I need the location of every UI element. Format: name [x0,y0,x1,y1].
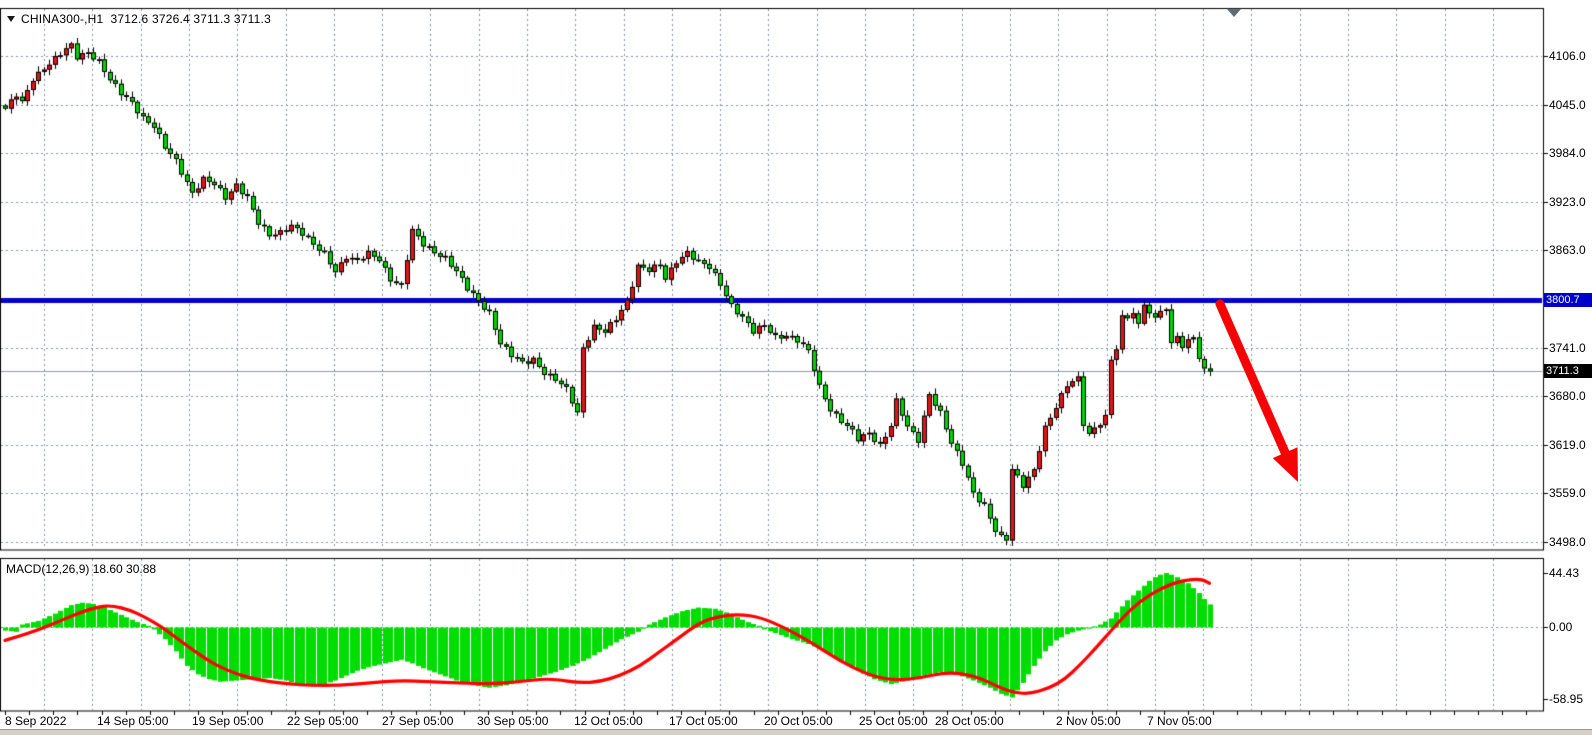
time-axis-label: 19 Sep 05:00 [192,714,264,728]
price-tick-label: 3741.0 [1549,340,1586,355]
macd-tick-label: 0.00 [1549,620,1573,634]
time-axis-label: 20 Oct 05:00 [764,714,833,728]
chart-shift-marker-icon[interactable] [1227,9,1241,17]
window-bottom-edge [0,729,1592,735]
macd-indicator-label: MACD(12,26,9) 18.60 30.88 [6,562,157,576]
price-tick-label: 3680.0 [1549,389,1586,404]
macd-tick-label: -58.95 [1549,691,1584,706]
time-axis-label: 22 Sep 05:00 [287,714,359,728]
symbol-info: CHINA300-,H1 3712.6 3726.4 3711.3 3711.3 [7,12,271,26]
time-axis-label: 28 Oct 05:00 [935,714,1004,728]
price-tick-label: 4106.0 [1549,48,1586,63]
current-price-badge: 3711.3 [1544,364,1592,379]
time-axis-label: 7 Nov 05:00 [1147,714,1212,728]
ohlc-readout: 3712.6 3726.4 3711.3 3711.3 [110,12,271,26]
spacer [103,12,110,26]
symbol-period-label: CHINA300-,H1 [21,12,104,26]
price-tick-label: 3863.0 [1549,243,1586,258]
price-tick-label: 3984.0 [1549,146,1586,161]
price-tick-label: 3498.0 [1549,535,1586,549]
price-tick-label: 3559.0 [1549,486,1586,501]
price-tick-label: 3619.0 [1549,438,1586,453]
time-axis-label: 27 Sep 05:00 [382,714,454,728]
time-axis-label: 25 Oct 05:00 [859,714,928,728]
macd-tick-label: 44.43 [1549,566,1580,580]
time-axis-label: 12 Oct 05:00 [574,714,643,728]
time-axis-label: 30 Sep 05:00 [477,714,549,728]
chevron-down-icon[interactable] [7,16,15,22]
time-axis-label: 8 Sep 2022 [5,714,67,728]
time-axis-label: 2 Nov 05:00 [1056,714,1121,728]
time-axis-label: 17 Oct 05:00 [669,714,738,728]
price-tick-label: 4045.0 [1549,97,1586,112]
time-axis-label: 14 Sep 05:00 [97,714,169,728]
resistance-price-badge: 3800.7 [1544,293,1592,307]
price-tick-label: 3923.0 [1549,195,1586,210]
